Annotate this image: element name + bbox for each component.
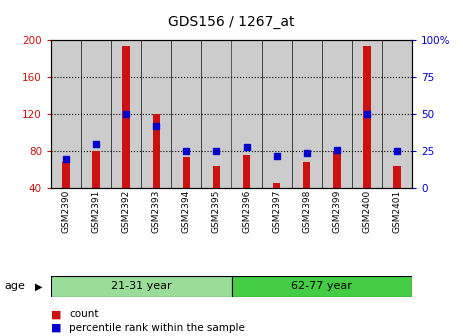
Bar bbox=[201, 40, 232, 188]
Bar bbox=[213, 166, 220, 188]
Bar bbox=[171, 40, 201, 188]
Text: count: count bbox=[69, 309, 99, 319]
Text: ▶: ▶ bbox=[35, 282, 42, 291]
Bar bbox=[262, 40, 292, 188]
Bar bbox=[232, 276, 412, 297]
Bar bbox=[62, 162, 70, 188]
Bar bbox=[273, 183, 281, 188]
Bar bbox=[81, 40, 111, 188]
Bar bbox=[111, 40, 141, 188]
Bar bbox=[243, 155, 250, 188]
Bar bbox=[51, 40, 81, 188]
Bar bbox=[322, 40, 352, 188]
Bar bbox=[333, 151, 341, 188]
Bar bbox=[152, 114, 160, 188]
Bar bbox=[232, 40, 262, 188]
Bar bbox=[182, 157, 190, 188]
Bar bbox=[382, 40, 412, 188]
Text: ■: ■ bbox=[51, 309, 62, 319]
Text: age: age bbox=[5, 282, 25, 291]
Bar bbox=[393, 166, 401, 188]
Bar bbox=[303, 162, 311, 188]
Text: percentile rank within the sample: percentile rank within the sample bbox=[69, 323, 245, 333]
Bar bbox=[122, 46, 130, 188]
Text: 62-77 year: 62-77 year bbox=[291, 282, 352, 291]
Text: GDS156 / 1267_at: GDS156 / 1267_at bbox=[168, 15, 295, 29]
Bar bbox=[352, 40, 382, 188]
Text: 21-31 year: 21-31 year bbox=[111, 282, 171, 291]
Text: ■: ■ bbox=[51, 323, 62, 333]
Bar bbox=[363, 46, 371, 188]
Bar bbox=[141, 40, 171, 188]
Bar bbox=[292, 40, 322, 188]
Bar bbox=[51, 276, 232, 297]
Bar bbox=[92, 151, 100, 188]
